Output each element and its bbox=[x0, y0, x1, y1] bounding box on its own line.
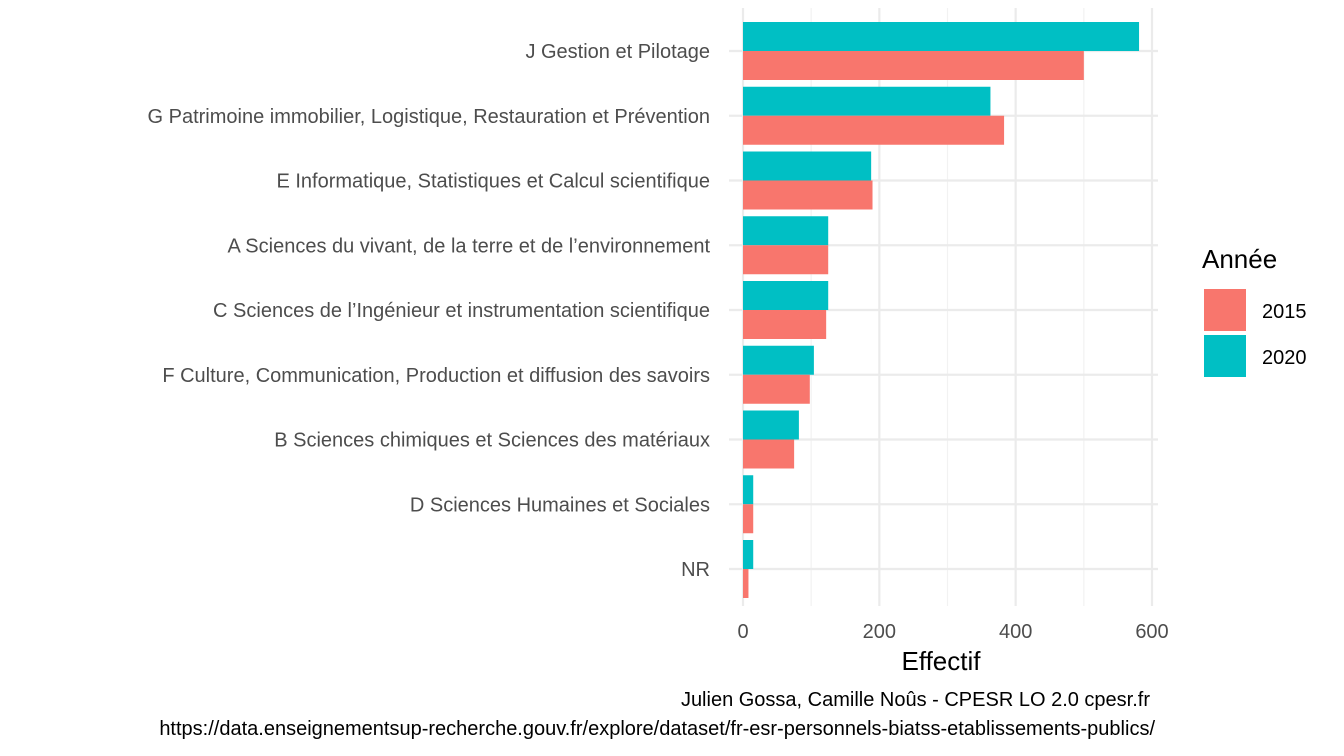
bar-2015 bbox=[743, 115, 1005, 145]
x-tick-label: 200 bbox=[863, 621, 896, 643]
bar-2015 bbox=[743, 245, 829, 275]
legend-label-2020: 2020 bbox=[1262, 347, 1307, 369]
bars bbox=[743, 22, 1140, 598]
bar-2015 bbox=[743, 51, 1084, 80]
category-label: A Sciences du vivant, de la terre et de … bbox=[228, 235, 711, 257]
legend-key-2020 bbox=[1204, 335, 1246, 377]
bar-2015 bbox=[743, 374, 810, 404]
category-label: B Sciences chimiques et Sciences des mat… bbox=[274, 430, 710, 452]
category-label: J Gestion et Pilotage bbox=[525, 41, 710, 63]
legend-key-2015 bbox=[1204, 289, 1246, 331]
x-tick-labels: 0 200 400 600 bbox=[737, 621, 1168, 643]
category-label: G Patrimoine immobilier, Logistique, Res… bbox=[148, 106, 711, 128]
category-label: C Sciences de l’Ingénieur et instrumenta… bbox=[213, 300, 710, 322]
x-tick-label: 600 bbox=[1135, 621, 1168, 643]
bar-2020 bbox=[743, 86, 991, 116]
bar-2020 bbox=[743, 281, 829, 310]
legend-title: Année bbox=[1202, 244, 1277, 274]
legend-label-2015: 2015 bbox=[1262, 301, 1307, 323]
category-label: F Culture, Communication, Production et … bbox=[162, 365, 710, 387]
caption-source-url: https://data.enseignementsup-recherche.g… bbox=[159, 718, 1155, 740]
bar-2020 bbox=[743, 345, 814, 375]
legend: Année 2015 2020 bbox=[1202, 244, 1307, 377]
category-label: D Sciences Humaines et Sociales bbox=[410, 494, 710, 516]
bar-2015 bbox=[743, 180, 873, 210]
bar-2020 bbox=[743, 540, 754, 569]
bar-2020 bbox=[743, 151, 872, 181]
caption-credits: Julien Gossa, Camille Noûs - CPESR LO 2.… bbox=[681, 689, 1150, 711]
bar-2015 bbox=[743, 569, 749, 598]
bar-2020 bbox=[743, 410, 799, 440]
category-labels: J Gestion et Pilotage G Patrimoine immobi… bbox=[148, 41, 711, 581]
bar-2020 bbox=[743, 216, 829, 246]
bar-2020 bbox=[743, 22, 1140, 51]
bar-2015 bbox=[743, 310, 827, 339]
category-label: NR bbox=[681, 559, 710, 581]
x-axis-title: Effectif bbox=[901, 646, 981, 676]
bar-2015 bbox=[743, 504, 754, 534]
bar-2015 bbox=[743, 439, 795, 469]
x-tick-label: 400 bbox=[999, 621, 1032, 643]
x-tick-label: 0 bbox=[737, 621, 748, 643]
category-label: E Informatique, Statistiques et Calcul s… bbox=[276, 171, 710, 193]
bar-2020 bbox=[743, 475, 754, 505]
